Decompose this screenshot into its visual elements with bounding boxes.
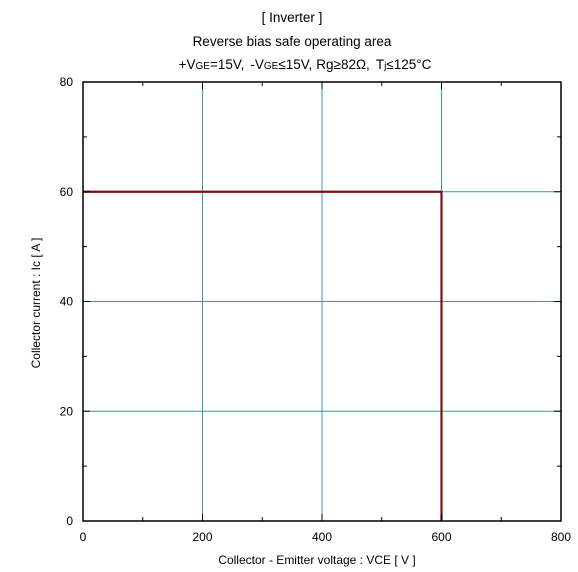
- axis-ticks: [82, 81, 562, 522]
- cond-tj-rest: ≤125°C: [386, 57, 431, 72]
- title-line-2: Reverse bias safe operating area: [193, 34, 392, 49]
- cond-vge-neg-sub: GE: [264, 61, 279, 72]
- cond-rg-rest: ≥82Ω,: [334, 57, 370, 72]
- y-tick-label-20: 20: [60, 404, 74, 418]
- chart-title: [ Inverter ] Reverse bias safe operating…: [179, 10, 432, 72]
- cond-rg-sub: g: [326, 57, 334, 72]
- cond-vge-pos-rest: =15V,: [210, 57, 244, 72]
- grid: [83, 82, 561, 521]
- cond-vge-neg-rest: ≤15V,: [278, 57, 312, 72]
- cond-tj-prefix: T: [376, 57, 384, 72]
- x-tick-label-400: 400: [312, 530, 332, 544]
- conditions-line: +VGE=15V, -VGE≤15V, Rg≥82Ω, Tj≤125°C: [179, 57, 432, 72]
- y-tick-label-0: 0: [66, 514, 73, 528]
- x-tick-label-200: 200: [192, 530, 212, 544]
- cond-rg-prefix: R: [316, 57, 326, 72]
- cond-vge-pos-sub: GE: [195, 61, 210, 72]
- x-tick-label-0: 0: [80, 530, 87, 544]
- y-tick-label-80: 80: [60, 75, 74, 89]
- title-line-1: [ Inverter ]: [262, 10, 323, 25]
- tick-labels: 0 200 400 600 800 0 20 40 60 80: [60, 75, 572, 544]
- series-layer: [83, 190, 443, 521]
- y-tick-label-40: 40: [60, 295, 74, 309]
- x-axis-label: Collector - Emitter voltage : VCE [ V ]: [218, 553, 415, 567]
- y-axis-label: Collector current : Ic [ A ]: [29, 238, 43, 369]
- cond-vge-neg-prefix: -V: [250, 57, 264, 72]
- cond-vge-pos-prefix: +V: [179, 57, 196, 72]
- x-tick-label-600: 600: [431, 530, 451, 544]
- series-line-0: [83, 190, 443, 521]
- cond-tj-sub: j: [383, 61, 386, 72]
- y-tick-label-60: 60: [60, 185, 74, 199]
- x-tick-label-800: 800: [551, 530, 571, 544]
